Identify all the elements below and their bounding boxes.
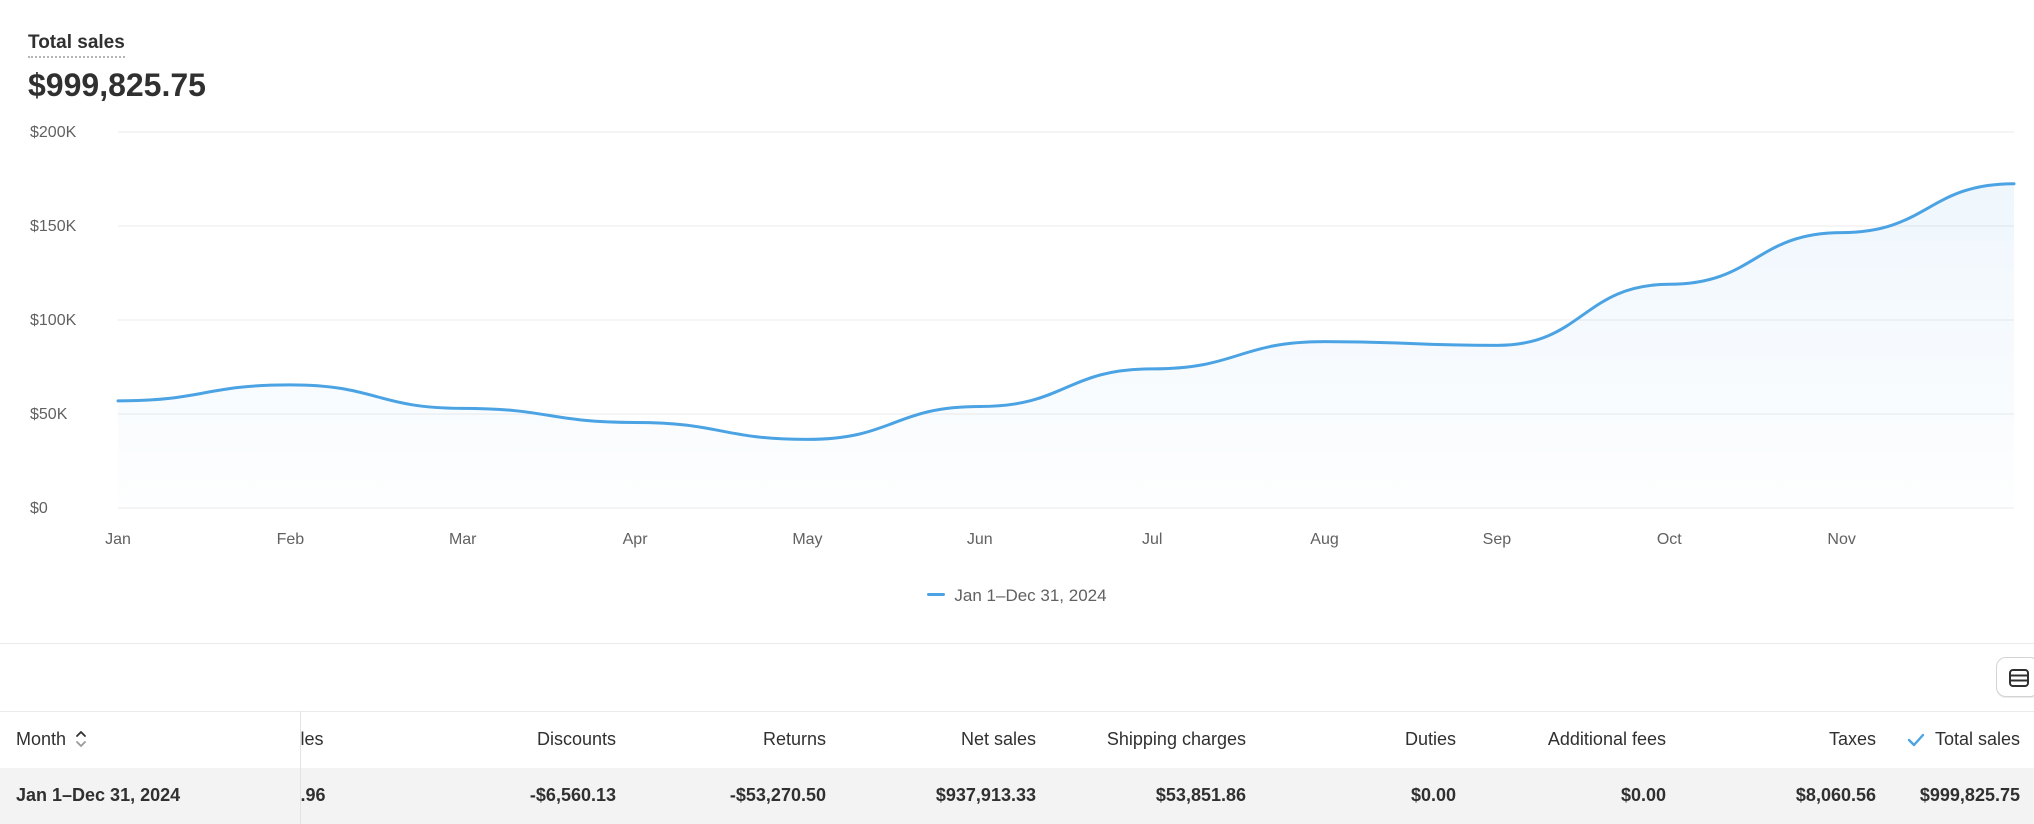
sales-line-chart: $0 $50K $100K $150K $200K Jan Feb Mar Apr May Jun…: [30, 124, 2022, 548]
cell-month: Jan 1–Dec 31, 2024: [0, 767, 301, 824]
y-tick-label: $150K: [30, 218, 77, 235]
cell-total-sales: $999,825.75: [1919, 785, 2020, 805]
x-tick-label: Jun: [967, 531, 993, 548]
x-tick-label: Mar: [449, 531, 477, 548]
data-point-jan[interactable]: [110, 393, 126, 409]
cell-returns: -$53,270.50: [729, 785, 826, 805]
chart-legend[interactable]: Jan 1–Dec 31, 2024: [0, 586, 2034, 606]
y-tick-label: $50K: [30, 406, 68, 423]
data-point-apr[interactable]: [627, 414, 643, 430]
y-tick-label: $100K: [30, 312, 77, 329]
sort-arrows-icon[interactable]: [74, 728, 88, 750]
data-point-mar[interactable]: [455, 400, 471, 416]
total-sales-value: $999,825.75: [28, 67, 206, 103]
card-title[interactable]: Total sales: [28, 32, 125, 58]
cell-taxes: $8,060.56: [1795, 785, 1876, 805]
table-view-icon: [2009, 669, 2029, 687]
checkmark-icon: [1907, 733, 1925, 746]
data-point-aug[interactable]: [1317, 334, 1333, 350]
series-line-jan-dec-2024[interactable]: [116, 182, 2016, 441]
column-header-duties[interactable]: Duties: [1404, 729, 1456, 750]
data-point-jun[interactable]: [972, 398, 988, 414]
x-tick-label: Jan: [105, 531, 131, 548]
cell-gross-sales: .96: [300, 785, 326, 805]
column-header-gross-sales[interactable]: les: [300, 729, 324, 750]
x-tick-label: Aug: [1310, 531, 1338, 548]
cell-net-sales: $937,913.33: [935, 785, 1036, 805]
legend-label: Jan 1–Dec 31, 2024: [954, 586, 1107, 605]
cell-duties: $0.00: [1410, 785, 1456, 805]
data-point-dec[interactable]: [2006, 176, 2022, 192]
table-row: Jan 1–Dec 31, 2024 .96 -$6,560.13 -$53,2…: [0, 767, 2034, 824]
cell-additional-fees: $0.00: [1620, 785, 1666, 805]
data-point-feb[interactable]: [282, 377, 298, 393]
x-tick-label: Jul: [1142, 531, 1162, 548]
x-tick-label: Apr: [623, 531, 649, 548]
y-tick-label: $200K: [30, 124, 77, 141]
column-header-net-sales[interactable]: Net sales: [960, 729, 1036, 750]
data-point-jul[interactable]: [1144, 361, 1160, 377]
y-axis: $0 $50K $100K $150K $200K: [30, 124, 77, 517]
data-point-may[interactable]: [799, 431, 815, 447]
column-header-total-sales[interactable]: Total sales: [1890, 712, 2034, 768]
table-header-row: Month les Discounts Returns Net sales Sh…: [0, 711, 2034, 768]
x-tick-label: Oct: [1657, 531, 1682, 548]
y-tick-label: $0: [30, 500, 48, 517]
section-divider: [0, 643, 2034, 644]
column-header-additional-fees[interactable]: Additional fees: [1547, 729, 1666, 750]
x-tick-label: Nov: [1827, 531, 1855, 548]
column-header-taxes[interactable]: Taxes: [1828, 729, 1876, 750]
data-point-nov[interactable]: [1834, 225, 1850, 241]
x-axis: Jan Feb Mar Apr May Jun Jul Aug Sep Oct Nov: [105, 531, 1856, 548]
cell-discounts: -$6,560.13: [529, 785, 616, 805]
data-point-sep[interactable]: [1489, 337, 1505, 353]
legend-swatch: [927, 593, 946, 597]
x-tick-label: Sep: [1483, 531, 1512, 548]
x-tick-label: May: [792, 531, 822, 548]
table-view-button[interactable]: [1996, 657, 2034, 697]
cell-shipping-charges: $53,851.86: [1155, 785, 1246, 805]
data-point-oct[interactable]: [1661, 276, 1677, 292]
x-tick-label: Feb: [277, 531, 305, 548]
sales-table: Month les Discounts Returns Net sales Sh…: [0, 711, 2034, 824]
column-header-returns[interactable]: Returns: [762, 729, 826, 750]
series-area-fill: [118, 183, 2014, 508]
column-header-discounts[interactable]: Discounts: [536, 729, 616, 750]
column-header-month[interactable]: Month: [0, 711, 301, 768]
column-header-shipping-charges[interactable]: Shipping charges: [1106, 729, 1246, 750]
